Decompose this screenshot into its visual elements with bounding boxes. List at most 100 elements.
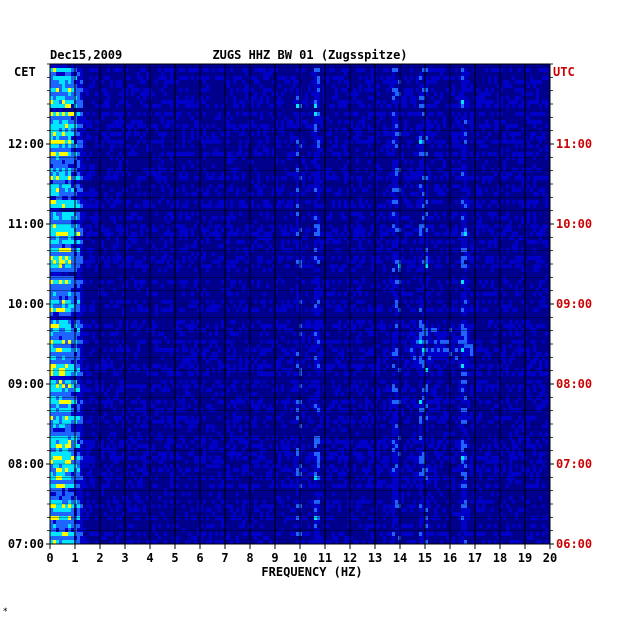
spectrogram-cell — [446, 360, 449, 364]
spectrogram-cell — [182, 140, 185, 144]
spectrogram-cell — [440, 264, 443, 268]
spectrogram-cell — [77, 140, 80, 144]
spectrogram-cell — [467, 336, 470, 340]
spectrogram-cell — [530, 324, 533, 328]
spectrogram-cell — [515, 328, 518, 332]
spectrogram-cell — [425, 356, 428, 360]
spectrogram-cell — [434, 100, 437, 104]
spectrogram-cell — [446, 104, 449, 108]
spectrogram-cell — [440, 112, 443, 116]
spectrogram-cell — [521, 88, 524, 92]
spectrogram-cell — [71, 228, 74, 232]
spectrogram-cell — [182, 232, 185, 236]
spectrogram-cell — [494, 212, 497, 216]
spectrogram-cell — [290, 76, 293, 80]
spectrogram-cell — [68, 68, 71, 72]
spectrogram-cell — [50, 256, 53, 260]
spectrogram-cell — [353, 248, 356, 252]
spectrogram-cell — [218, 236, 221, 240]
spectrogram-cell — [395, 180, 398, 184]
spectrogram-cell — [86, 156, 89, 160]
spectrogram-cell — [386, 144, 389, 148]
spectrogram-cell — [545, 204, 548, 208]
spectrogram-cell — [200, 248, 203, 252]
spectrogram-cell — [89, 308, 92, 312]
spectrogram-cell — [56, 92, 59, 96]
spectrogram-cell — [425, 116, 428, 120]
spectrogram-cell — [251, 192, 254, 196]
spectrogram-cell — [383, 352, 386, 356]
spectrogram-cell — [497, 104, 500, 108]
spectrogram-cell — [356, 156, 359, 160]
spectrogram-cell — [476, 300, 479, 304]
spectrogram-cell — [464, 324, 467, 328]
spectrogram-cell — [305, 124, 308, 128]
spectrogram-cell — [101, 88, 104, 92]
spectrogram-cell — [95, 140, 98, 144]
spectrogram-cell — [62, 124, 65, 128]
spectrogram-cell — [71, 300, 74, 304]
spectrogram-cell — [83, 260, 86, 264]
spectrogram-cell — [203, 144, 206, 148]
spectrogram-cell — [395, 216, 398, 220]
spectrogram-cell — [467, 360, 470, 364]
spectrogram-cell — [68, 112, 71, 116]
spectrogram-cell — [215, 356, 218, 360]
spectrogram-cell — [305, 292, 308, 296]
spectrogram-cell — [494, 348, 497, 352]
spectrogram-cell — [416, 184, 419, 188]
spectrogram-cell — [377, 356, 380, 360]
spectrogram-cell — [314, 132, 317, 136]
spectrogram-cell — [368, 204, 371, 208]
spectrogram-cell — [425, 216, 428, 220]
spectrogram-cell — [92, 336, 95, 340]
spectrogram-cell — [239, 300, 242, 304]
spectrogram-cell — [485, 88, 488, 92]
spectrogram-cell — [326, 240, 329, 244]
spectrogram-cell — [464, 264, 467, 268]
spectrogram-cell — [209, 340, 212, 344]
spectrogram-cell — [350, 212, 353, 216]
spectrogram-cell — [152, 172, 155, 176]
spectrogram-cell — [50, 64, 53, 68]
spectrogram-cell — [59, 192, 62, 196]
spectrogram-cell — [71, 340, 74, 344]
spectrogram-cell — [284, 216, 287, 220]
spectrogram-cell — [314, 128, 317, 132]
spectrogram-cell — [218, 260, 221, 264]
spectrogram-cell — [317, 104, 320, 108]
spectrogram-cell — [329, 236, 332, 240]
spectrogram-cell — [542, 260, 545, 264]
spectrogram-cell — [107, 124, 110, 128]
spectrogram-cell — [245, 328, 248, 332]
spectrogram-cell — [470, 248, 473, 252]
spectrogram-cell — [161, 100, 164, 104]
spectrogram-cell — [425, 68, 428, 72]
spectrogram-cell — [50, 156, 53, 160]
spectrogram-cell — [470, 200, 473, 204]
spectrogram-cell — [185, 204, 188, 208]
spectrogram-cell — [272, 148, 275, 152]
spectrogram-cell — [152, 292, 155, 296]
spectrogram-cell — [521, 112, 524, 116]
spectrogram-cell — [434, 332, 437, 336]
spectrogram-cell — [536, 88, 539, 92]
spectrogram-cell — [77, 172, 80, 176]
spectrogram-cell — [515, 124, 518, 128]
spectrogram-cell — [113, 220, 116, 224]
spectrogram-cell — [59, 180, 62, 184]
spectrogram-cell — [338, 188, 341, 192]
spectrogram-cell — [263, 148, 266, 152]
spectrogram-cell — [128, 300, 131, 304]
spectrogram-cell — [119, 100, 122, 104]
spectrogram-cell — [269, 260, 272, 264]
spectrogram-cell — [254, 300, 257, 304]
spectrogram-cell — [461, 220, 464, 224]
spectrogram-cell — [359, 240, 362, 244]
spectrogram-cell — [326, 292, 329, 296]
spectrogram-cell — [263, 128, 266, 132]
spectrogram-cell — [437, 256, 440, 260]
spectrogram-cell — [188, 100, 191, 104]
spectrogram-cell — [329, 216, 332, 220]
spectrogram-cell — [281, 248, 284, 252]
